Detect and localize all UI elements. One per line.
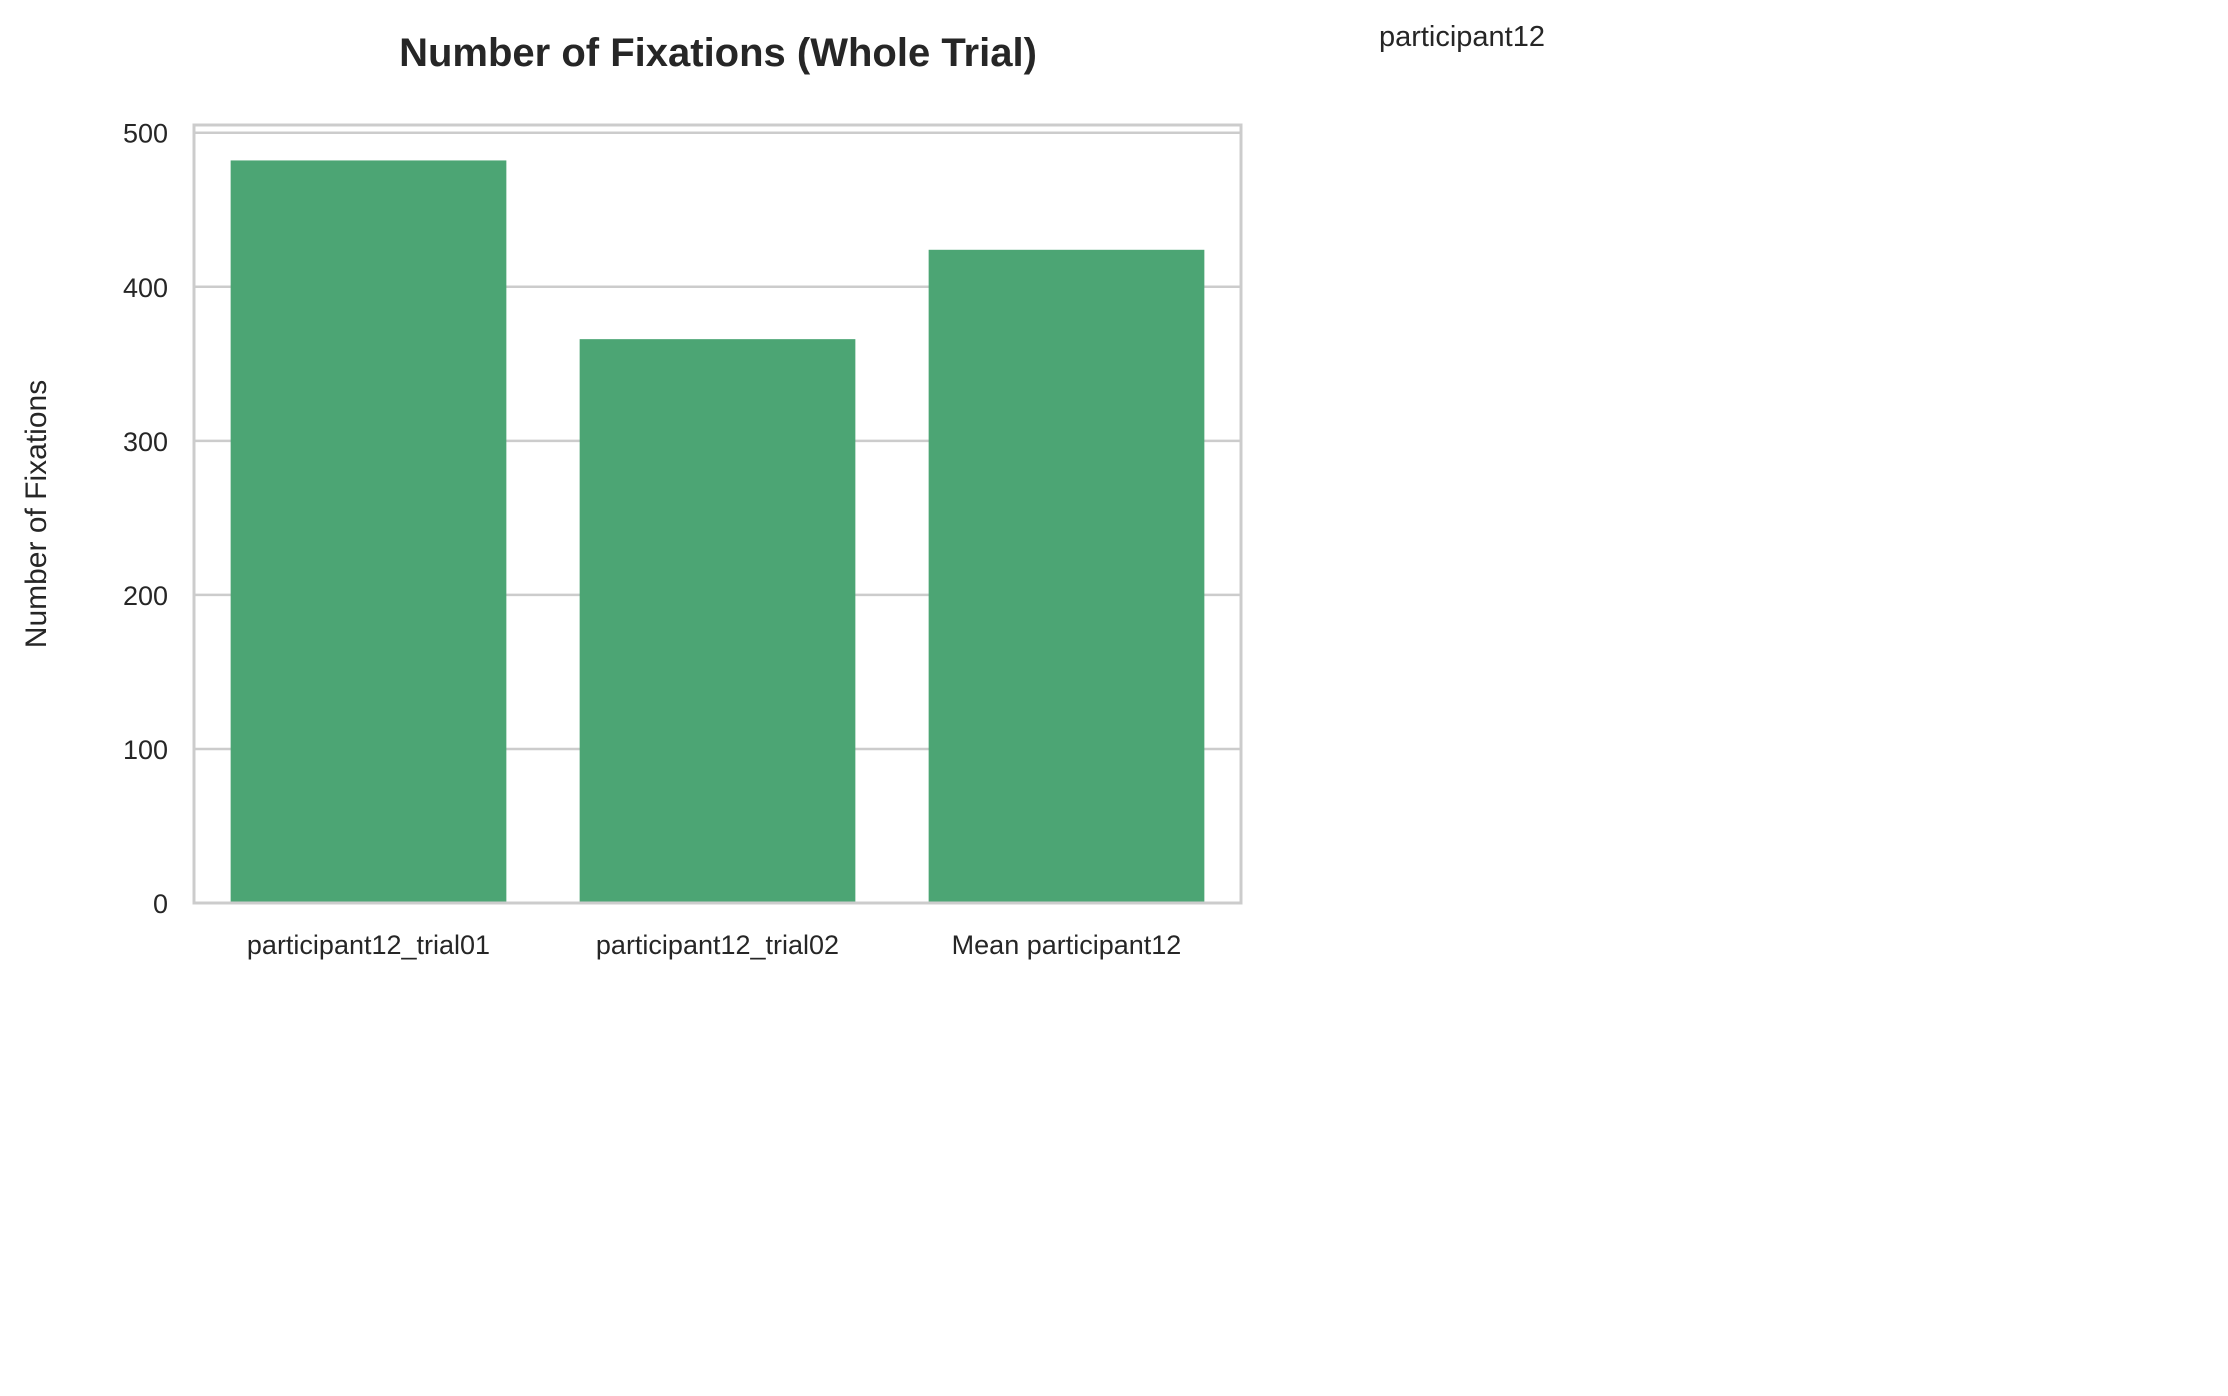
- plot-frame: [192, 123, 1243, 905]
- y-tick-label: 300: [123, 427, 168, 457]
- bar-3: [928, 249, 1205, 904]
- participant-label: participant12: [1379, 21, 1545, 53]
- bar-2: [579, 339, 856, 903]
- x-tick-labels: participant12_trial01 participant12_trial…: [247, 930, 1181, 960]
- y-tick-label: 100: [123, 735, 168, 765]
- y-axis-label: Number of Fixations: [20, 380, 53, 648]
- y-tick-label: 200: [123, 581, 168, 611]
- y-tick-labels: 0 100 200 300 400 500: [123, 119, 168, 919]
- x-tick-label: participant12_trial01: [247, 930, 490, 960]
- bars: [230, 160, 1205, 904]
- bar-chart: Number of Fixations (Whole Trial) partic…: [20, 21, 1545, 960]
- chart-title: Number of Fixations (Whole Trial): [399, 31, 1037, 75]
- y-tick-label: 0: [153, 889, 168, 919]
- x-tick-label: participant12_trial02: [596, 930, 839, 960]
- x-tick-label: Mean participant12: [952, 930, 1182, 960]
- bar-1: [230, 160, 507, 904]
- y-tick-label: 400: [123, 273, 168, 303]
- y-tick-label: 500: [123, 119, 168, 149]
